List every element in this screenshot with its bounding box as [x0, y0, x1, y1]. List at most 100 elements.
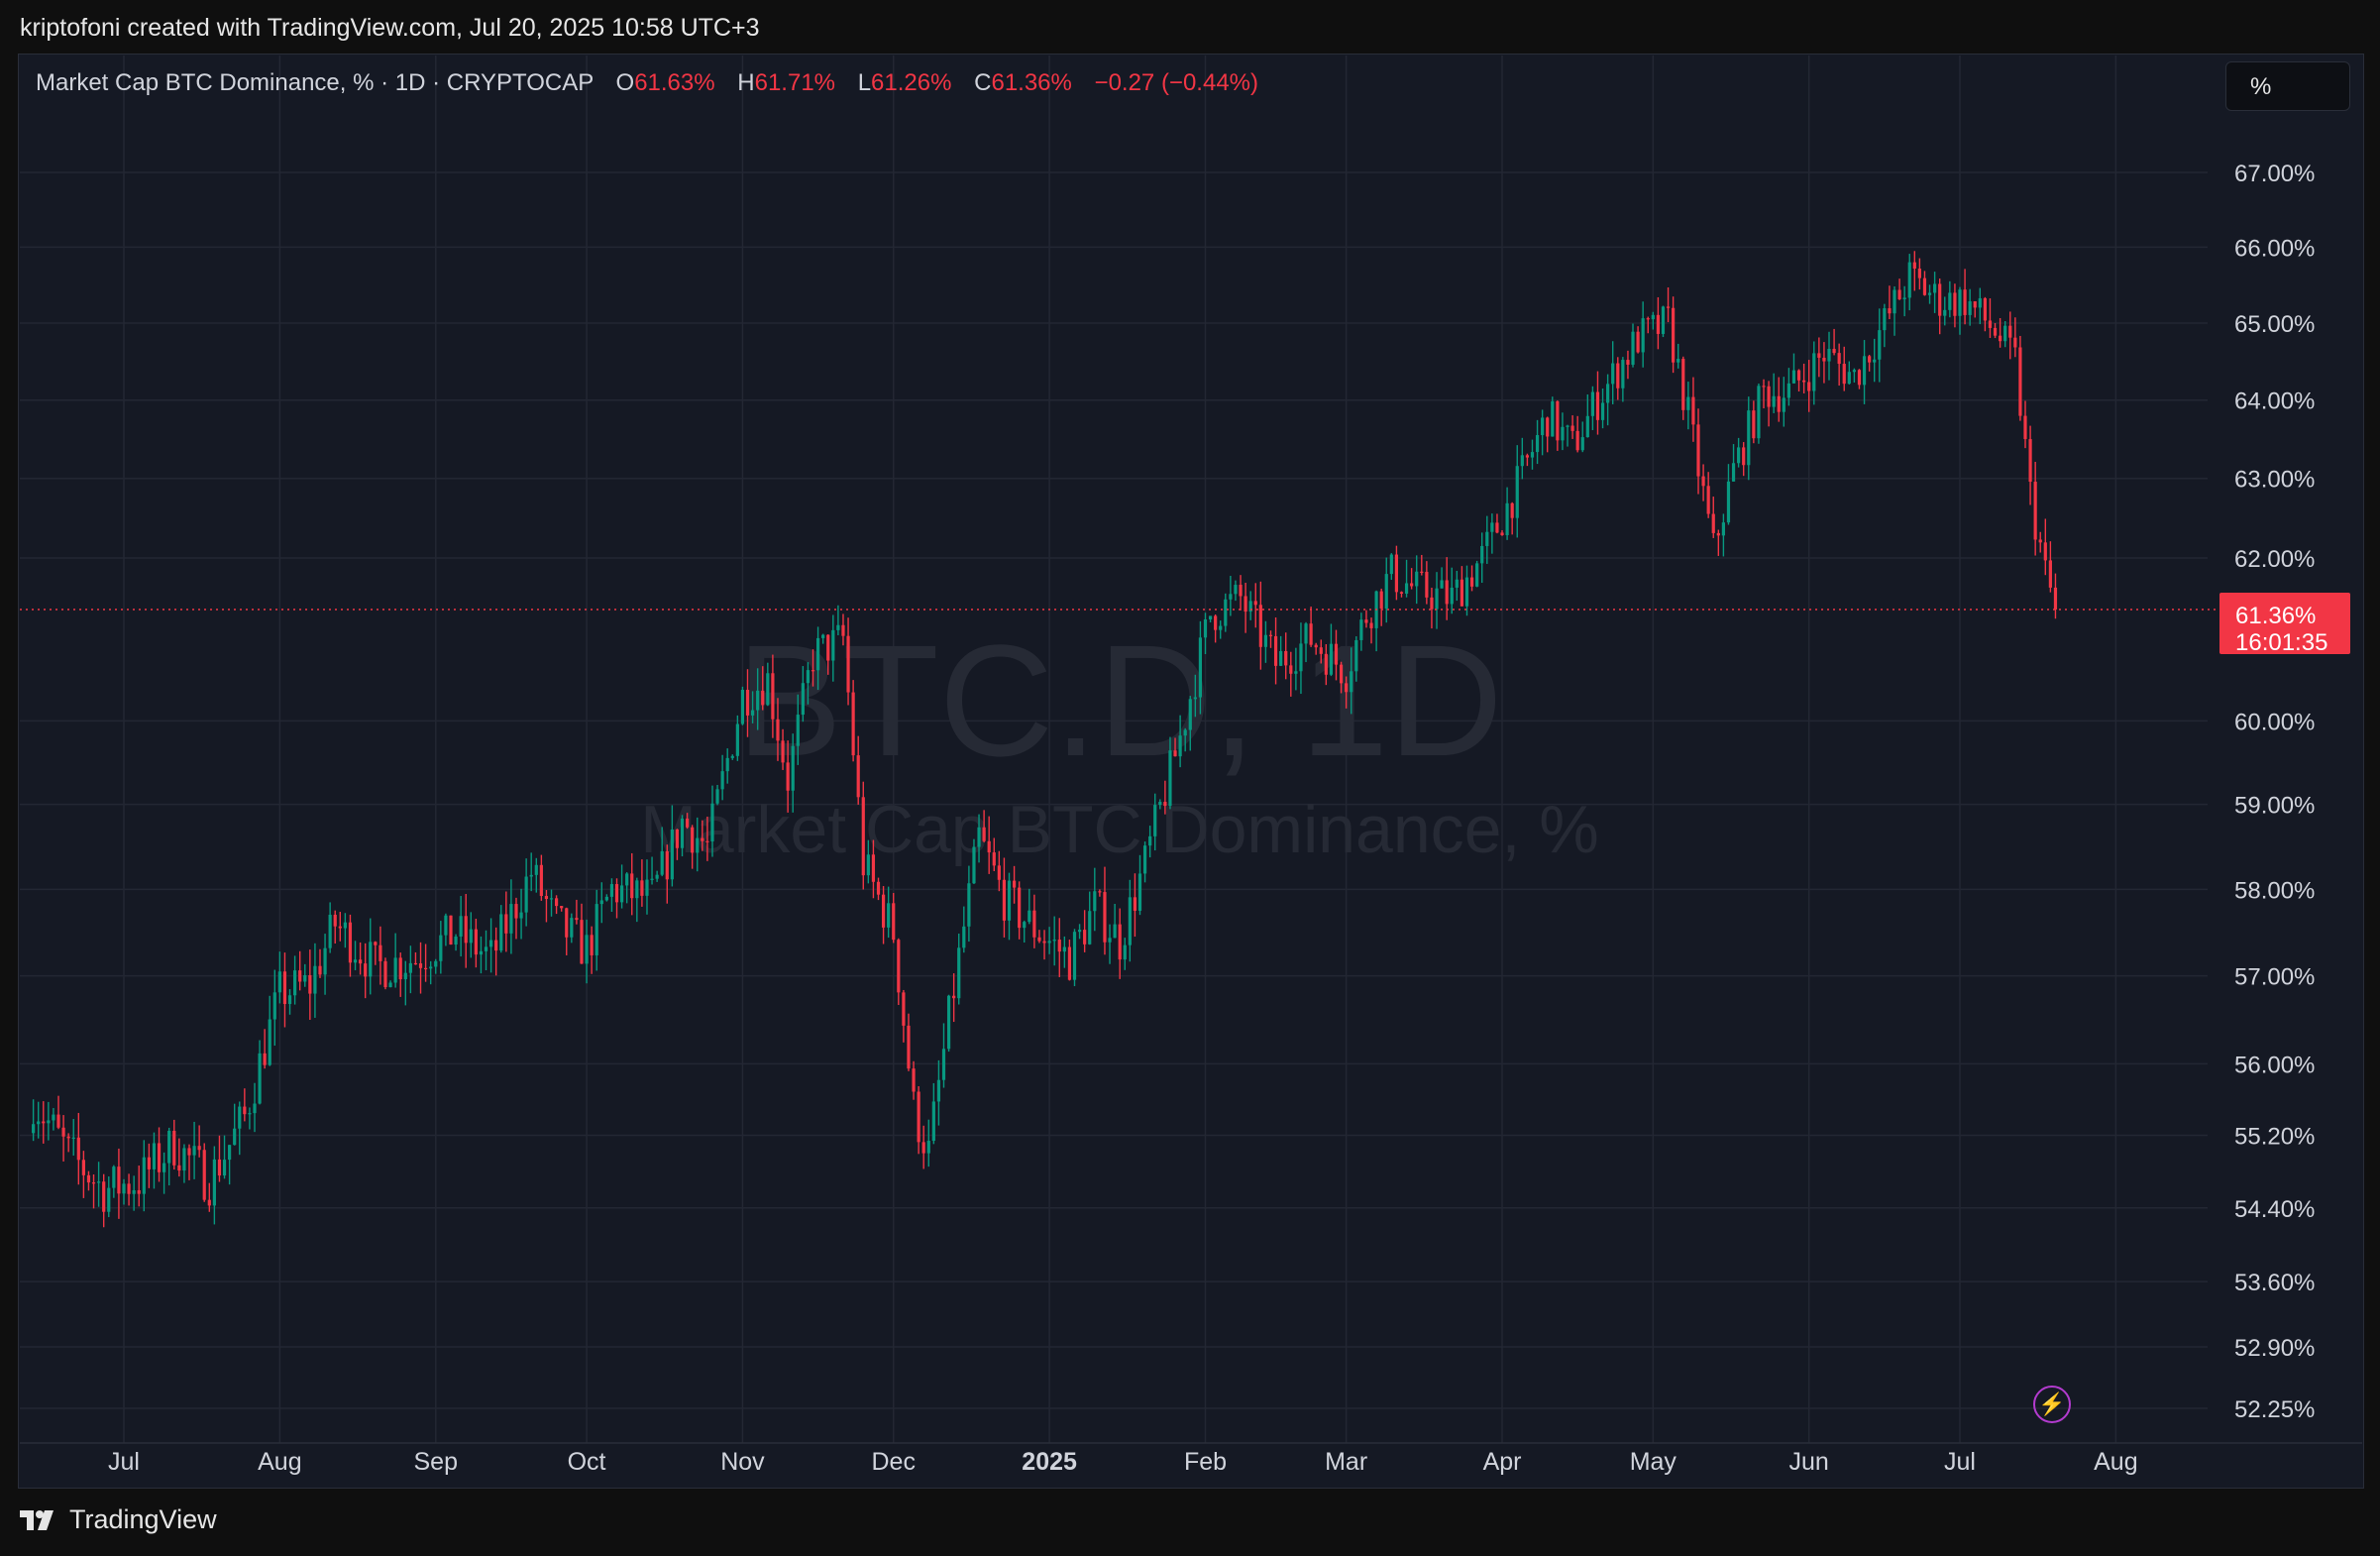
- candle: [1153, 793, 1157, 851]
- candle: [1163, 780, 1167, 815]
- candle-body: [1098, 891, 1102, 893]
- candle-body: [1208, 615, 1213, 620]
- candle: [1696, 408, 1700, 495]
- candle: [152, 1132, 157, 1189]
- candle: [1118, 908, 1122, 979]
- candle-body: [287, 995, 292, 1005]
- candle: [836, 605, 840, 635]
- candle: [902, 989, 906, 1043]
- watermark-description: Market Cap BTC Dominance, %: [640, 792, 1598, 867]
- candle: [1002, 857, 1007, 938]
- candle-body: [1515, 466, 1519, 518]
- candle: [1621, 357, 1625, 402]
- candle: [1379, 588, 1383, 626]
- candle: [1364, 610, 1368, 628]
- candle: [1450, 567, 1454, 614]
- candle-body: [1691, 396, 1695, 425]
- candle: [604, 894, 608, 902]
- candle: [570, 913, 574, 944]
- candle-body: [1384, 574, 1388, 609]
- candle: [771, 654, 775, 738]
- candle: [1304, 621, 1308, 663]
- candle: [1354, 636, 1358, 682]
- candle-body: [56, 1114, 60, 1128]
- candle-body: [157, 1143, 162, 1172]
- candle: [1590, 386, 1594, 431]
- candle-body: [238, 1106, 242, 1129]
- candle-body: [2018, 347, 2022, 416]
- candle: [1631, 323, 1635, 368]
- candle: [1263, 620, 1268, 663]
- candle: [841, 613, 845, 646]
- candle-body: [1983, 297, 1987, 321]
- candle: [1425, 561, 1429, 605]
- candle: [484, 930, 488, 970]
- candle: [102, 1173, 106, 1228]
- candle-body: [987, 840, 991, 853]
- candle-body: [233, 1128, 237, 1146]
- candle-body: [1696, 424, 1700, 477]
- percent-scale-button[interactable]: %: [2225, 61, 2350, 111]
- time-axis-label: Mar: [1325, 1448, 1367, 1476]
- candle-body: [112, 1167, 116, 1188]
- candle-body: [614, 884, 619, 903]
- candle: [333, 910, 337, 945]
- candle: [1399, 591, 1404, 598]
- candle: [554, 895, 559, 915]
- candle: [1435, 572, 1439, 629]
- candle-body: [815, 637, 820, 671]
- candle: [625, 872, 629, 904]
- brand-name[interactable]: TradingView: [69, 1504, 217, 1534]
- candle: [268, 995, 271, 1066]
- candle: [710, 785, 714, 857]
- candle-body: [258, 1053, 262, 1104]
- watermark-symbol: BTC.D, 1D: [736, 611, 1502, 789]
- symbol-title[interactable]: Market Cap BTC Dominance, % · 1D · CRYPT…: [36, 69, 594, 96]
- time-axis-label: Jun: [1789, 1448, 1829, 1476]
- candle-body: [152, 1143, 157, 1169]
- candle-body: [967, 883, 971, 927]
- candle: [796, 694, 800, 765]
- candle: [1953, 283, 1957, 328]
- candle-body: [202, 1150, 206, 1200]
- candle-body: [1827, 348, 1831, 362]
- candle: [313, 943, 317, 1018]
- candle: [1922, 271, 1927, 296]
- candle: [987, 816, 991, 874]
- candle-body: [76, 1137, 80, 1161]
- candle: [393, 933, 397, 988]
- candle: [272, 969, 276, 1047]
- candle: [1324, 644, 1328, 686]
- candle: [1561, 412, 1565, 451]
- candle-body: [263, 1053, 267, 1065]
- candle: [1711, 497, 1715, 538]
- time-axis-label: Apr: [1483, 1448, 1522, 1476]
- candle: [705, 816, 709, 861]
- candle: [1460, 566, 1464, 607]
- candle-body: [1832, 348, 1836, 354]
- candle-body: [268, 1019, 271, 1065]
- candle: [1616, 357, 1620, 400]
- candle-body: [1193, 697, 1197, 700]
- candle: [318, 948, 322, 978]
- candle: [1938, 278, 1942, 335]
- candle-body: [1379, 591, 1383, 609]
- candle-body: [630, 873, 634, 899]
- candle-body: [197, 1146, 201, 1151]
- candle-body: [1772, 395, 1776, 407]
- candle-body: [2053, 587, 2058, 610]
- candle-body: [997, 865, 1001, 880]
- candle-body: [1878, 330, 1882, 360]
- candle-body: [1354, 639, 1358, 672]
- candle-body: [2028, 439, 2032, 483]
- lightning-icon[interactable]: ⚡: [2033, 1386, 2071, 1423]
- candle-body: [705, 840, 709, 842]
- candle-body: [1062, 946, 1066, 952]
- candle-body: [1988, 320, 1993, 328]
- candle: [1239, 575, 1243, 611]
- candle: [202, 1143, 206, 1202]
- tradingview-logo-icon: [20, 1509, 54, 1530]
- price-axis-label: 53.60%: [2234, 1270, 2315, 1296]
- candle: [434, 958, 438, 974]
